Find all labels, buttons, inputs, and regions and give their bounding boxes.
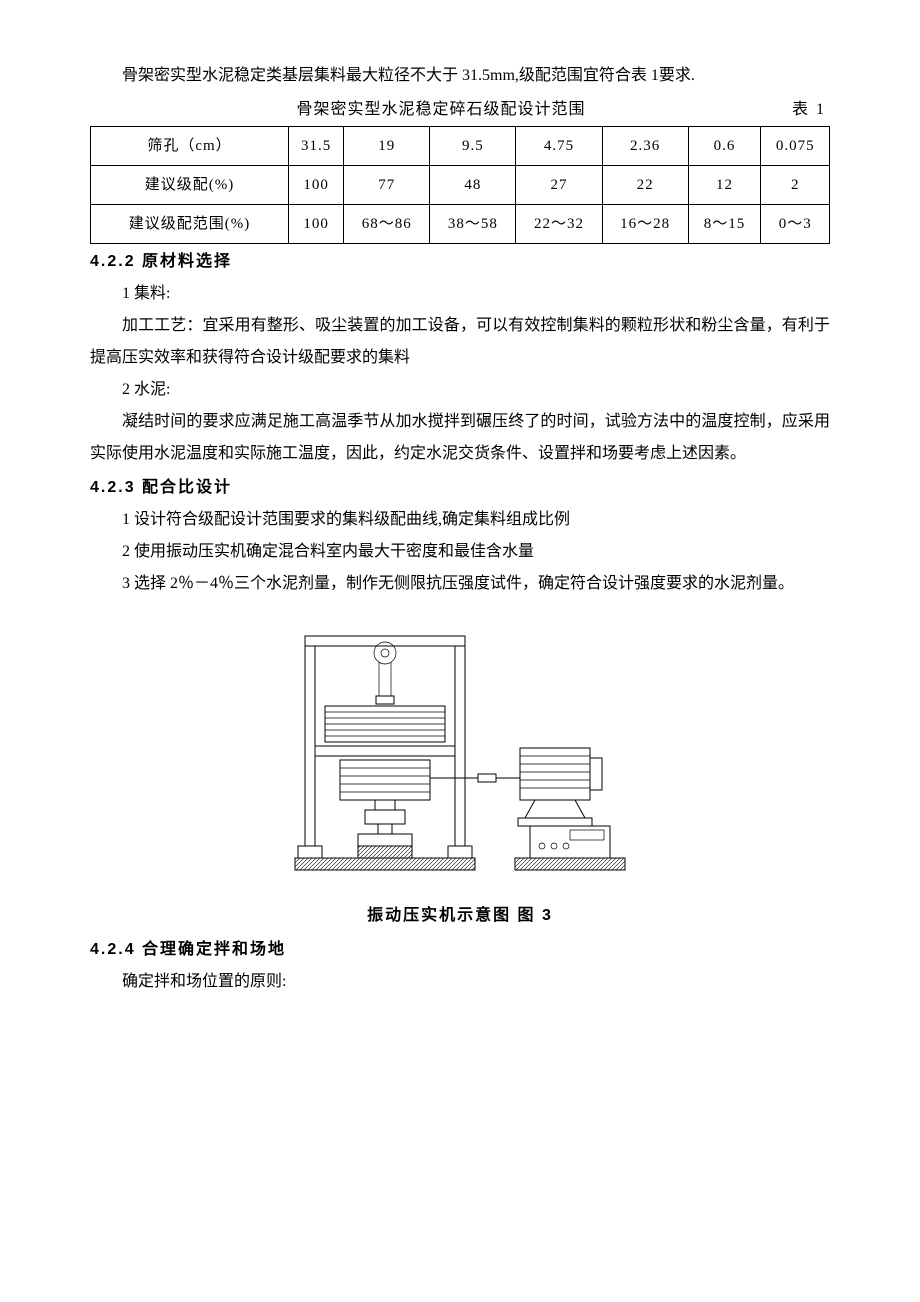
- cell: 2: [761, 166, 830, 205]
- header-cell: 4.75: [516, 127, 602, 166]
- cell: 12: [688, 166, 761, 205]
- table-title: 骨架密实型水泥稳定碎石级配设计范围: [90, 94, 792, 126]
- header-cell: 0.6: [688, 127, 761, 166]
- table-row: 建议级配范围(%) 100 68～86 38～58 22～32 16～28 8～…: [91, 205, 830, 244]
- cell: 48: [430, 166, 516, 205]
- item-para: 1 设计符合级配设计范围要求的集料级配曲线,确定集料组成比例: [90, 504, 830, 536]
- heading-424: 4.2.4 合理确定拌和场地: [90, 934, 830, 966]
- table-number: 表 1: [792, 94, 826, 126]
- cell: 22: [602, 166, 688, 205]
- heading-423: 4.2.3 配合比设计: [90, 472, 830, 504]
- cell: 0～3: [761, 205, 830, 244]
- item-label: 2 水泥:: [90, 374, 830, 406]
- cell: 100: [289, 205, 344, 244]
- table-header-row: 筛孔（cm） 31.5 19 9.5 4.75 2.36 0.6 0.075: [91, 127, 830, 166]
- cell: 27: [516, 166, 602, 205]
- gradation-table: 筛孔（cm） 31.5 19 9.5 4.75 2.36 0.6 0.075 建…: [90, 126, 830, 244]
- item-para: 凝结时间的要求应满足施工高温季节从加水搅拌到碾压终了的时间，试验方法中的温度控制…: [90, 406, 830, 470]
- cell: 38～58: [430, 205, 516, 244]
- item-label: 1 集料:: [90, 278, 830, 310]
- figure-caption: 振动压实机示意图 图 3: [90, 900, 830, 932]
- heading-422: 4.2.2 原材料选择: [90, 246, 830, 278]
- header-cell: 0.075: [761, 127, 830, 166]
- cell: 68～86: [344, 205, 430, 244]
- cell: 100: [289, 166, 344, 205]
- item-para: 2 使用振动压实机确定混合料室内最大干密度和最佳含水量: [90, 536, 830, 568]
- table-row: 建议级配(%) 100 77 48 27 22 12 2: [91, 166, 830, 205]
- cell: 77: [344, 166, 430, 205]
- table-title-row: 骨架密实型水泥稳定碎石级配设计范围 表 1: [90, 94, 830, 126]
- item-para: 加工工艺：宜采用有整形、吸尘装置的加工设备，可以有效控制集料的颗粒形状和粉尘含量…: [90, 310, 830, 374]
- header-cell: 31.5: [289, 127, 344, 166]
- header-cell: 2.36: [602, 127, 688, 166]
- header-cell: 筛孔（cm）: [91, 127, 289, 166]
- cell: 8～15: [688, 205, 761, 244]
- item-para: 3 选择 2％－4％三个水泥剂量，制作无侧限抗压强度试件，确定符合设计强度要求的…: [90, 568, 830, 600]
- item-para: 确定拌和场位置的原则:: [90, 966, 830, 998]
- compactor-diagram: [280, 618, 640, 878]
- header-cell: 9.5: [430, 127, 516, 166]
- cell: 16～28: [602, 205, 688, 244]
- intro-paragraph: 骨架密实型水泥稳定类基层集料最大粒径不大于 31.5mm,级配范围宜符合表 1要…: [90, 60, 830, 92]
- cell: 22～32: [516, 205, 602, 244]
- figure-wrap: [90, 618, 830, 890]
- cell: 建议级配范围(%): [91, 205, 289, 244]
- header-cell: 19: [344, 127, 430, 166]
- cell: 建议级配(%): [91, 166, 289, 205]
